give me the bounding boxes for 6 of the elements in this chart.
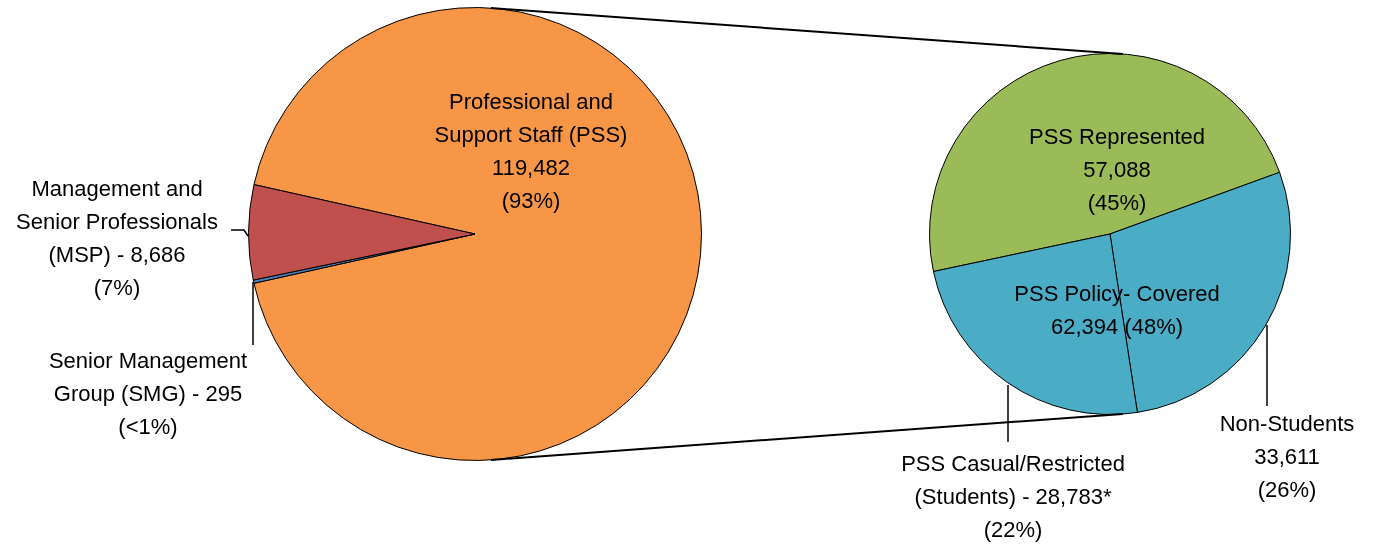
- slice-label: PSS Casual/Restricted (Students) - 28,783* (22%): [901, 451, 1125, 543]
- slice-label: Management and Senior Professionals (MSP) - 8,686 (7%): [16, 176, 218, 301]
- slice-label: Non-Students 33,611 (26%): [1219, 411, 1355, 503]
- slice-label: Senior Management Group (SMG) - 295 (<1%): [48, 348, 248, 440]
- slice-label: Professional and Support Staff (PSS) 119,482 (93%): [434, 89, 628, 214]
- slice-label: PSS Represented 57,088 (45%): [1028, 124, 1206, 216]
